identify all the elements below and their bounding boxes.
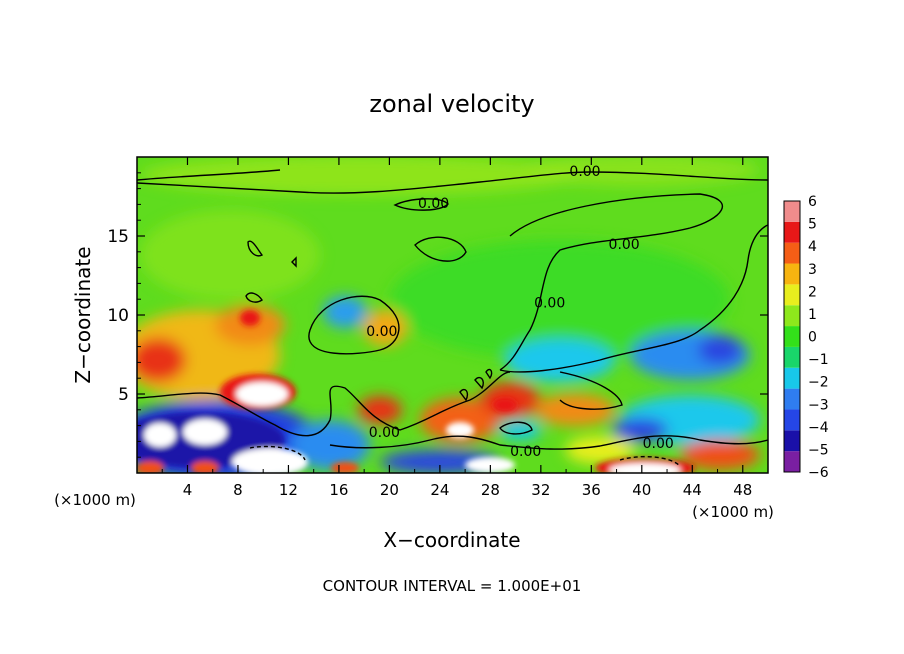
contour-lines bbox=[137, 169, 768, 467]
y-axis: 5 10 15 bbox=[107, 172, 768, 458]
colorbar-swatch bbox=[784, 284, 800, 306]
colorbar-swatch bbox=[784, 346, 800, 368]
x-tick-label: 40 bbox=[632, 481, 651, 499]
contour-interval-note: CONTOUR INTERVAL = 1.000E+01 bbox=[323, 577, 582, 595]
colorbar-tick-label: 0 bbox=[808, 330, 817, 346]
x-axis: 4 8 12 16 20 24 28 32 36 40 44 48 bbox=[161, 157, 752, 499]
y-tick-label: 15 bbox=[107, 227, 129, 247]
colorbar-swatch bbox=[784, 430, 800, 452]
contour-label: 0.00 bbox=[418, 196, 449, 212]
colorbar: 6 5 4 3 2 1 0 −1 −2 −3 −4 −5 −6 bbox=[783, 194, 829, 481]
colorbar-tick-label: −2 bbox=[808, 375, 829, 391]
colorbar-swatch bbox=[784, 409, 800, 431]
contour-labels: 0.00 0.00 0.00 0.00 0.00 0.00 0.00 0.00 bbox=[366, 164, 674, 460]
x-tick-label: 4 bbox=[183, 481, 193, 499]
colorbar-swatch bbox=[784, 388, 800, 410]
velocity-field: 0.00 0.00 0.00 0.00 0.00 0.00 0.00 0.00 bbox=[137, 157, 768, 473]
colorbar-tick-label: −3 bbox=[808, 397, 829, 413]
colorbar-swatch bbox=[784, 221, 800, 243]
contour-label: 0.00 bbox=[569, 164, 600, 180]
colorbar-swatch bbox=[784, 451, 800, 472]
x-tick-label: 16 bbox=[329, 481, 348, 499]
colorbar-swatch bbox=[784, 305, 800, 327]
colorbar-tick-label: 3 bbox=[808, 262, 817, 278]
y-tick-label: 5 bbox=[118, 385, 129, 405]
colorbar-swatch bbox=[784, 263, 800, 285]
y-axis-label: Z−coordinate bbox=[71, 246, 95, 383]
colorbar-tick-label: −1 bbox=[808, 352, 829, 368]
colorbar-tick-label: −5 bbox=[808, 442, 829, 458]
colorbar-tick-label: −6 bbox=[808, 465, 829, 481]
contour-label: 0.00 bbox=[510, 444, 541, 460]
colorbar-swatch bbox=[784, 326, 800, 347]
colorbar-tick-label: 6 bbox=[808, 194, 817, 210]
x-tick-label: 48 bbox=[733, 481, 752, 499]
x-tick-label: 8 bbox=[233, 481, 243, 499]
colorbar-swatch bbox=[784, 242, 800, 264]
x-tick-label: 24 bbox=[430, 481, 449, 499]
colorbar-tick-label: −4 bbox=[808, 420, 829, 436]
colorbar-swatch bbox=[784, 367, 800, 389]
contour-label: 0.00 bbox=[534, 295, 565, 311]
colorbar-swatch bbox=[784, 201, 800, 222]
chart-title: zonal velocity bbox=[369, 90, 534, 118]
x-tick-label: 12 bbox=[279, 481, 298, 499]
colorbar-tick-label: 2 bbox=[808, 284, 817, 300]
x-unit-right: (×1000 m) bbox=[692, 503, 774, 521]
x-unit-left: (×1000 m) bbox=[54, 491, 136, 509]
colorbar-frame bbox=[783, 200, 801, 473]
y-tick-label: 10 bbox=[107, 306, 129, 326]
x-axis-label: X−coordinate bbox=[383, 528, 520, 552]
colorbar-tick-label: 1 bbox=[808, 307, 817, 323]
x-tick-label: 44 bbox=[683, 481, 702, 499]
contour-label: 0.00 bbox=[369, 425, 400, 441]
x-tick-label: 36 bbox=[582, 481, 601, 499]
x-tick-label: 20 bbox=[380, 481, 399, 499]
x-tick-label: 32 bbox=[531, 481, 550, 499]
contour-label: 0.00 bbox=[643, 436, 674, 452]
contour-label: 0.00 bbox=[366, 324, 397, 340]
x-tick-label: 28 bbox=[481, 481, 500, 499]
colorbar-tick-label: 5 bbox=[808, 217, 817, 233]
contour-label: 0.00 bbox=[609, 237, 640, 253]
colorbar-tick-label: 4 bbox=[808, 239, 817, 255]
